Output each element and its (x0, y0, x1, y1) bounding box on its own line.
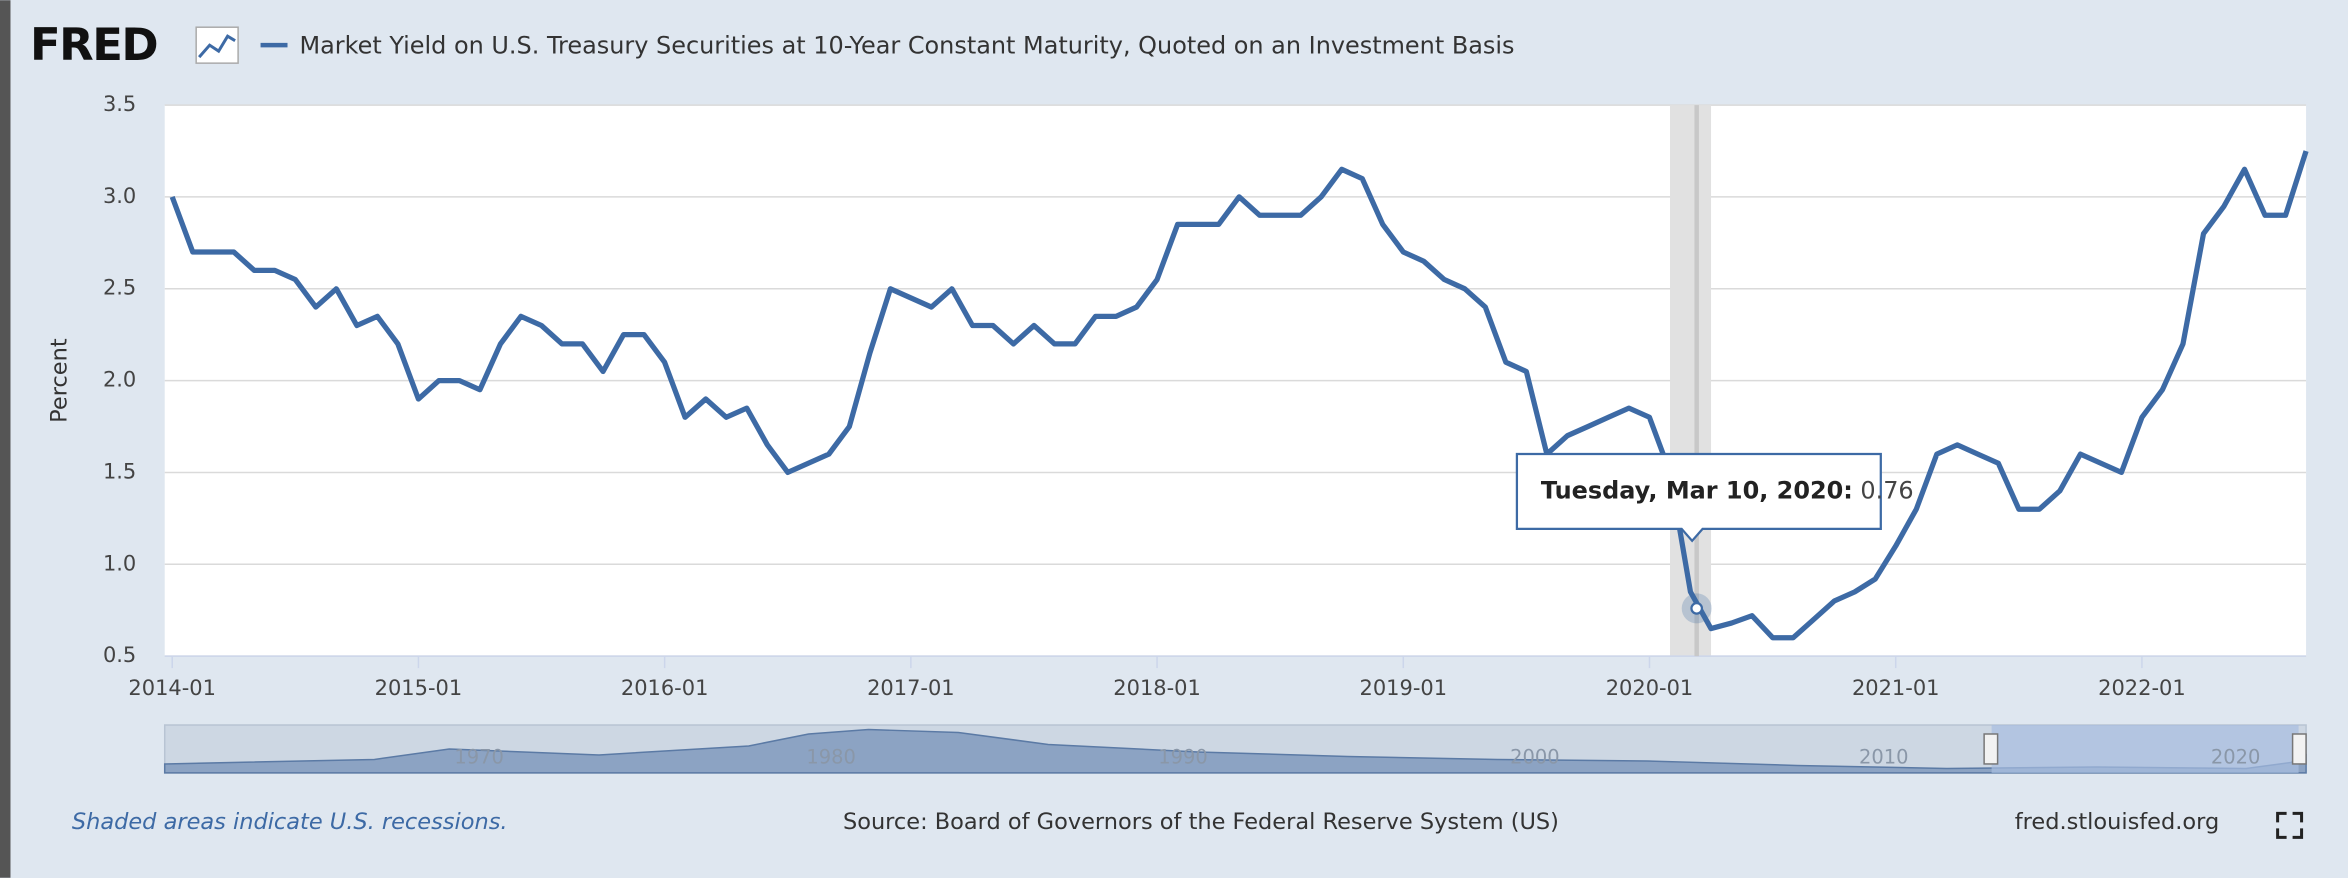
recession-band (1670, 105, 1712, 657)
window-edge (0, 0, 11, 878)
navigator-label: 2010 (1859, 745, 1909, 768)
navigator-label: 1970 (454, 745, 504, 768)
recession-note: Shaded areas indicate U.S. recessions. (72, 809, 508, 835)
fullscreen-icon[interactable] (2276, 811, 2304, 839)
series-line (169, 150, 2309, 641)
x-tick-label: 2014-01 (128, 676, 216, 700)
x-tick-label: 2021-01 (1852, 676, 1940, 700)
tooltip: Tuesday, Mar 10, 2020: 0.76 (1515, 452, 1914, 543)
tooltip-text: Tuesday, Mar 10, 2020: 0.76 (1541, 476, 1914, 504)
x-tick-label: 2017-01 (867, 676, 955, 700)
site-link[interactable]: fred.stlouisfed.org (2015, 809, 2219, 835)
logo-icon (195, 26, 239, 64)
source: Source: Board of Governors of the Federa… (843, 809, 1559, 835)
hover-point (1690, 602, 1704, 615)
navigator (163, 724, 2307, 774)
y-axis-label: Percent (46, 338, 72, 423)
x-tick-label: 2016-01 (621, 676, 709, 700)
tooltip-date: Tuesday, Mar 10, 2020: (1541, 476, 1853, 504)
navigator-label: 2000 (1510, 745, 1560, 768)
x-tick-label: 2020-01 (1606, 676, 1694, 700)
tooltip-box (1515, 452, 1882, 543)
y-tick-label: 3.5 (103, 92, 136, 116)
y-tick-label: 2.5 (103, 276, 136, 300)
x-tick-label: 2022-01 (2098, 676, 2186, 700)
y-tick-label: 0.5 (103, 643, 136, 667)
y-tick-label: 1.0 (103, 551, 136, 575)
navigator-label: 2020 (2211, 745, 2261, 768)
logo[interactable]: FRED (30, 18, 159, 71)
legend-label[interactable]: Market Yield on U.S. Treasury Securities… (299, 32, 1514, 60)
y-tick-label: 1.5 (103, 459, 136, 483)
y-tick-label: 2.0 (103, 368, 136, 392)
x-tick-label: 2018-01 (1113, 676, 1201, 700)
tooltip-value: 0.76 (1860, 476, 1913, 504)
y-tick-label: 3.0 (103, 184, 136, 208)
navigator-label: 1980 (806, 745, 856, 768)
x-tick-label: 2019-01 (1360, 676, 1448, 700)
x-tick-label: 2015-01 (375, 676, 463, 700)
navigator-label: 1990 (1158, 745, 1208, 768)
